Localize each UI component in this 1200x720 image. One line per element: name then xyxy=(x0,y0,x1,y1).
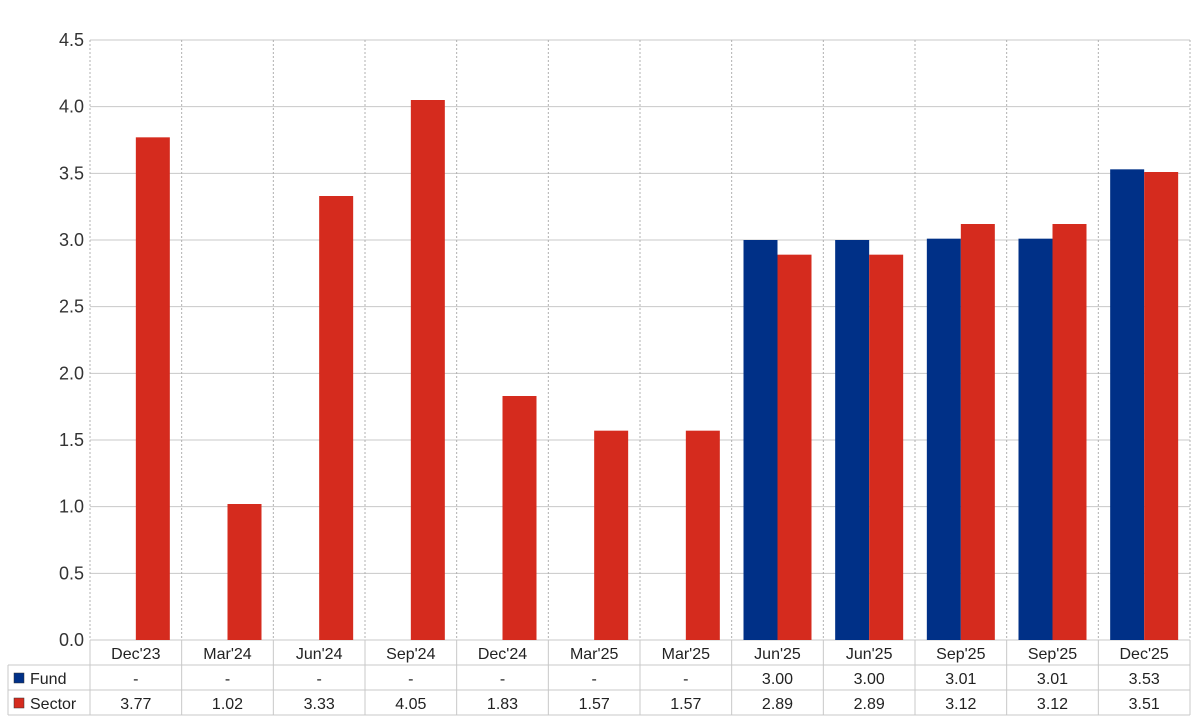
table-cell-sector: 1.83 xyxy=(487,696,518,713)
sector-bar xyxy=(1144,172,1179,640)
x-category-label: Mar'25 xyxy=(662,646,711,663)
x-category-label: Sep'25 xyxy=(1028,646,1077,663)
y-tick-label: 1.0 xyxy=(59,497,84,517)
x-category-label: Jun'25 xyxy=(846,646,893,663)
legend-swatch-fund xyxy=(13,672,25,684)
legend-label-fund: Fund xyxy=(30,671,66,688)
table-cell-sector: 3.77 xyxy=(120,696,151,713)
fund-bar xyxy=(1018,238,1053,640)
x-category-label: Dec'25 xyxy=(1120,646,1169,663)
y-tick-label: 4.0 xyxy=(59,97,84,117)
sector-bar xyxy=(135,137,170,641)
x-category-label: Dec'24 xyxy=(478,646,527,663)
table-cell-sector: 1.02 xyxy=(212,696,243,713)
table-cell-fund: - xyxy=(500,671,505,688)
x-category-label: Sep'25 xyxy=(936,646,985,663)
table-cell-fund: 3.01 xyxy=(1037,671,1068,688)
fund-bar xyxy=(743,240,778,640)
table-cell-sector: 4.05 xyxy=(395,696,426,713)
table-cell-sector: 3.51 xyxy=(1129,696,1160,713)
y-tick-label: 3.0 xyxy=(59,230,84,250)
table-cell-sector: 1.57 xyxy=(579,696,610,713)
table-cell-sector: 3.12 xyxy=(945,696,976,713)
y-tick-label: 3.5 xyxy=(59,163,84,183)
grid-layer xyxy=(89,39,1191,641)
fund-bar xyxy=(926,238,961,640)
table-cell-fund: - xyxy=(408,671,413,688)
x-category-label: Jun'24 xyxy=(296,646,343,663)
table-cell-fund: 3.01 xyxy=(945,671,976,688)
sector-bar xyxy=(410,100,445,640)
sector-bar xyxy=(227,504,262,640)
table-cell-sector: 1.57 xyxy=(670,696,701,713)
x-category-label: Mar'24 xyxy=(203,646,252,663)
sector-bar xyxy=(502,396,537,640)
sector-bar xyxy=(594,430,629,640)
bars xyxy=(135,100,1179,641)
legend-swatch-sector xyxy=(13,697,25,709)
sector-bar xyxy=(869,254,904,640)
y-axis: 0.0 0.5 1.0 1.5 2.0 2.5 3.0 3.5 4.0 4.5 xyxy=(59,30,84,650)
legend-label-sector: Sector xyxy=(30,696,77,713)
table-cell-fund: - xyxy=(133,671,138,688)
x-category-label: Sep'24 xyxy=(386,646,435,663)
fund-bar xyxy=(1110,169,1145,641)
x-category-label: Mar'25 xyxy=(570,646,619,663)
table-cell-fund: - xyxy=(683,671,688,688)
table-cell-sector: 3.33 xyxy=(304,696,335,713)
x-axis-categories: Dec'23 Mar'24 Jun'24 Sep'24 Dec'24 Mar'25 Mar'… xyxy=(111,646,1169,663)
y-tick-label: 4.5 xyxy=(59,30,84,50)
x-category-label: Dec'23 xyxy=(111,646,160,663)
x-category-label: Jun'25 xyxy=(754,646,801,663)
y-tick-label: 0.5 xyxy=(59,563,84,583)
y-tick-label: 1.5 xyxy=(59,430,84,450)
table-cell-fund: - xyxy=(317,671,322,688)
sector-bar xyxy=(960,224,995,640)
y-tick-label: 2.5 xyxy=(59,297,84,317)
y-tick-label: 2.0 xyxy=(59,363,84,383)
table-cell-fund: 3.00 xyxy=(762,671,793,688)
data-table: Fund - - - - - - - 3.00 3.00 3.01 3.01 3.53 Sector 3.7… xyxy=(7,640,1191,716)
table-cell-fund: 3.53 xyxy=(1129,671,1160,688)
sector-bar xyxy=(685,430,720,640)
sector-bar xyxy=(319,196,354,640)
fund-bar xyxy=(835,240,870,640)
table-cell-fund: - xyxy=(592,671,597,688)
sector-bar xyxy=(1052,224,1087,640)
table-cell-fund: 3.00 xyxy=(854,671,885,688)
y-tick-label: 0.0 xyxy=(59,630,84,650)
table-cell-sector: 2.89 xyxy=(854,696,885,713)
table-cell-sector: 2.89 xyxy=(762,696,793,713)
sector-bar xyxy=(777,254,812,640)
table-cell-sector: 3.12 xyxy=(1037,696,1068,713)
table-cell-fund: - xyxy=(225,671,230,688)
